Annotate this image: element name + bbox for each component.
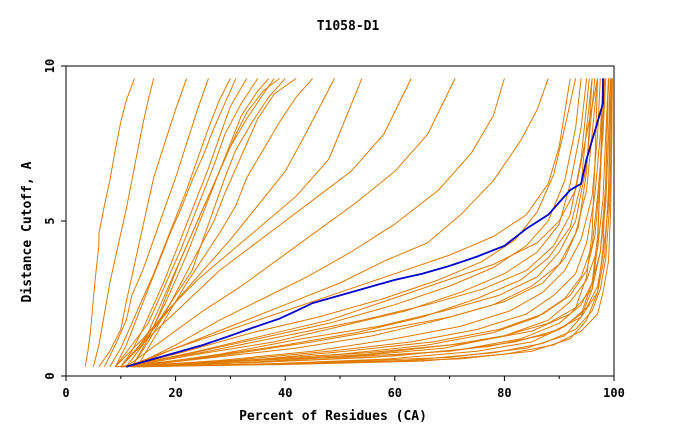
model-curve-42 <box>120 78 604 368</box>
model-curve-18 <box>126 78 456 368</box>
model-curve-39 <box>131 78 596 368</box>
model-curve-11 <box>131 78 281 367</box>
model-curve-14 <box>136 78 313 367</box>
model-curve-1 <box>84 78 135 367</box>
x-axis-label: Percent of Residues (CA) <box>239 409 427 424</box>
x-tick-label: 60 <box>388 386 402 400</box>
model-curve-28 <box>120 78 604 368</box>
model-curve-41 <box>126 78 599 368</box>
model-curve-3 <box>98 78 188 367</box>
y-tick-label: 5 <box>43 217 57 224</box>
y-axis: 0 5 10 <box>43 59 66 380</box>
model-curve-21 <box>126 78 571 368</box>
x-tick-label: 80 <box>497 386 511 400</box>
chart-title: T1058-D1 <box>317 19 380 34</box>
model-curve-35 <box>126 78 604 368</box>
model-curve-15 <box>120 78 335 368</box>
y-tick-label: 10 <box>43 59 57 73</box>
model-curve-40 <box>142 78 606 368</box>
y-axis-label: Distance Cutoff, A <box>20 161 35 302</box>
model-curve-36 <box>131 78 599 368</box>
model-curve-25 <box>120 78 593 368</box>
model-curve-44 <box>115 78 609 368</box>
model-curve-19 <box>131 78 505 368</box>
model-curve-5 <box>109 78 231 367</box>
x-tick-label: 20 <box>168 386 182 400</box>
model-curve-27 <box>126 78 601 368</box>
model-curve-20 <box>131 78 549 368</box>
model-curve-6 <box>114 78 237 367</box>
x-tick-label: 0 <box>62 386 69 400</box>
model-curve-45 <box>126 78 612 368</box>
model-curve-37 <box>137 78 593 368</box>
plot-frame <box>65 65 615 377</box>
model-curve-26 <box>131 78 599 368</box>
model-curve-24 <box>126 78 588 368</box>
highlight-layer <box>126 78 604 368</box>
model-curve-17 <box>120 78 412 368</box>
model-curve-22 <box>126 78 577 368</box>
y-tick-label: 0 <box>43 372 57 379</box>
x-axis: 0 20 40 60 80 100 <box>62 376 625 400</box>
highlighted-model-curve <box>126 78 604 368</box>
x-tick-label: 100 <box>603 386 625 400</box>
model-curve-4 <box>103 78 209 367</box>
series-layer <box>84 77 613 368</box>
model-curve-8 <box>114 78 259 368</box>
model-curve-2 <box>92 78 155 367</box>
model-curve-16 <box>114 78 363 368</box>
model-curve-32 <box>131 78 612 368</box>
model-curve-12 <box>125 78 286 368</box>
model-curve-7 <box>120 78 248 367</box>
model-curve-23 <box>120 78 582 368</box>
x-tick-label: 40 <box>278 386 292 400</box>
model-curve-34 <box>137 78 613 368</box>
model-curve-43 <box>131 78 609 368</box>
model-curve-38 <box>120 78 590 368</box>
